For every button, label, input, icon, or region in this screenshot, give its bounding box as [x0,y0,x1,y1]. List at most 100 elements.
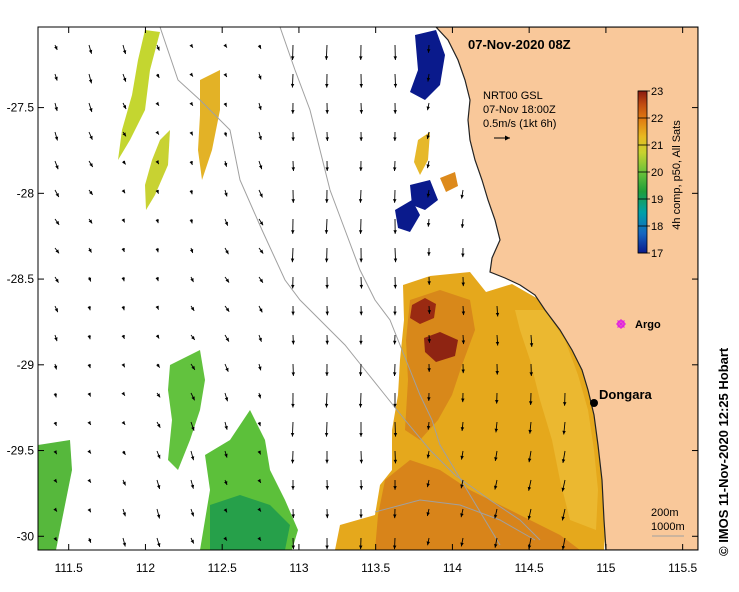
x-tick-label: 112 [136,561,155,575]
current-vector-head [324,433,329,437]
current-vector-head [325,167,329,172]
argo-star-icon [616,319,626,329]
place-argo: Argo [616,319,661,331]
current-vector-head [224,453,228,458]
current-vector-head [257,44,261,49]
current-vector-head [53,478,57,483]
current-vector-head [258,366,262,371]
current-vector-head [359,167,363,172]
current-vector-head [393,459,398,464]
current-vector-head [495,312,500,317]
current-vector-head [324,403,329,408]
depth-scale-200m: 200m [651,507,679,519]
current-vector-head [190,539,194,544]
current-vector-head [359,137,363,142]
current-vector-head [258,106,262,110]
current-vector-head [257,536,261,541]
current-vector-head [359,311,363,316]
current-vector-head [122,512,126,517]
current-vector-head [155,160,159,165]
current-vector-head [155,219,159,224]
current-vector-head [156,485,161,489]
current-vector-head [290,258,295,263]
current-vector-head [561,516,565,521]
y-tick-label: -30 [17,529,35,543]
current-vector-head [461,369,465,374]
colorbar-tick-label: 21 [651,140,663,152]
current-vector-head [225,278,230,283]
current-vector-head [495,399,499,404]
current-vector-head [393,56,398,60]
current-vector-head [393,486,397,490]
current-vector-head [190,306,195,311]
current-vector-head [393,403,397,408]
current-vector-head [223,508,227,513]
current-vector-head [325,459,329,464]
current-vector-head [189,190,193,195]
current-vector-head [189,219,193,224]
current-vector-head [257,422,261,427]
y-tick-label: -28.5 [7,272,35,286]
current-vector-head [258,75,262,80]
current-vector-head [257,478,261,483]
sst-orange-south [375,460,580,550]
current-vector-head [324,56,329,60]
current-vector-head [426,454,431,459]
current-vector-head [561,459,566,463]
current-vector-head [89,190,93,195]
current-vector-head [191,396,195,401]
current-vector-head [155,73,160,78]
current-vector-head [190,484,195,489]
current-vector-head [122,104,127,109]
y-tick-label: -27.5 [7,101,35,115]
current-vector-head [460,484,464,489]
current-scale-arrow [494,135,510,141]
current-vector-head [562,402,567,406]
x-tick-label: 114 [443,561,462,575]
current-vector-head [426,164,430,169]
current-vector-head [87,364,91,369]
current-vector-head [122,542,127,547]
current-vector-head [427,281,431,285]
current-vector-head [359,459,364,464]
current-vector-head [87,335,91,340]
current-vector-head [426,425,431,430]
x-tick-label: 111.5 [55,561,84,575]
current-vector-head [426,193,431,198]
current-vector-head [529,401,533,405]
sst-orange-core [405,290,475,440]
current-vector-head [358,199,363,203]
current-vector-head [259,278,263,283]
current-vector-head [460,513,464,518]
sst-yellow-nearshore [515,310,598,530]
current-vector-head [495,370,499,375]
y-tick-label: -29.5 [7,444,35,458]
x-tick-label: 115.5 [668,561,697,575]
current-vector-head [325,486,329,490]
current-vector-head [88,49,93,54]
current-vector-head [189,160,193,165]
current-vector-head [190,278,194,283]
y-axis: -27.5 -28 -28.5 -29 -29.5 -30 [7,101,698,543]
colorbar-tick-label: 17 [651,248,663,260]
depth-scale-1000m: 1000m [651,521,685,533]
current-vector-head [121,334,125,339]
current-vector-head [191,365,195,370]
credit-text: © IMOS 11-Nov-2020 12:25 Hobart [716,347,731,556]
current-vector-head [461,398,465,403]
x-axis: 111.5 112 112.5 113 113.5 114 114.5 115 115.5 [55,27,698,575]
current-vector-head [225,307,230,312]
current-vector-head [393,514,397,519]
dongara-marker [590,399,598,407]
current-vector-head [258,136,262,140]
current-vector-head [392,199,397,203]
current-vector-head [393,258,398,263]
current-vector-head [259,193,263,198]
current-vector-head [461,340,466,345]
current-vector-head [359,56,363,60]
current-vector-head [392,545,397,550]
colorbar-tick-label: 18 [651,221,663,233]
current-vector-head [461,282,465,287]
current-vector-head [155,248,159,253]
current-vector-head [156,393,161,398]
